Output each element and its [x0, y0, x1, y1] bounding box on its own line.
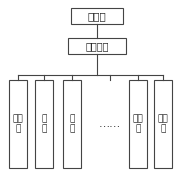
Bar — [9, 80, 27, 168]
Text: 电冰
箱: 电冰 箱 — [158, 114, 168, 134]
Text: 微波
炉: 微波 炉 — [133, 114, 143, 134]
Bar — [154, 80, 172, 168]
Text: ……: …… — [99, 119, 121, 129]
Text: 总能耗: 总能耗 — [88, 11, 106, 21]
Bar — [35, 80, 53, 168]
Bar — [71, 8, 123, 24]
Text: 智能电表: 智能电表 — [85, 41, 109, 51]
Bar — [63, 80, 81, 168]
Bar — [68, 38, 126, 54]
Text: 空
调: 空 调 — [41, 114, 47, 134]
Bar — [129, 80, 147, 168]
Text: 白炽
灯: 白炽 灯 — [13, 114, 23, 134]
Text: 电
脑: 电 脑 — [69, 114, 75, 134]
